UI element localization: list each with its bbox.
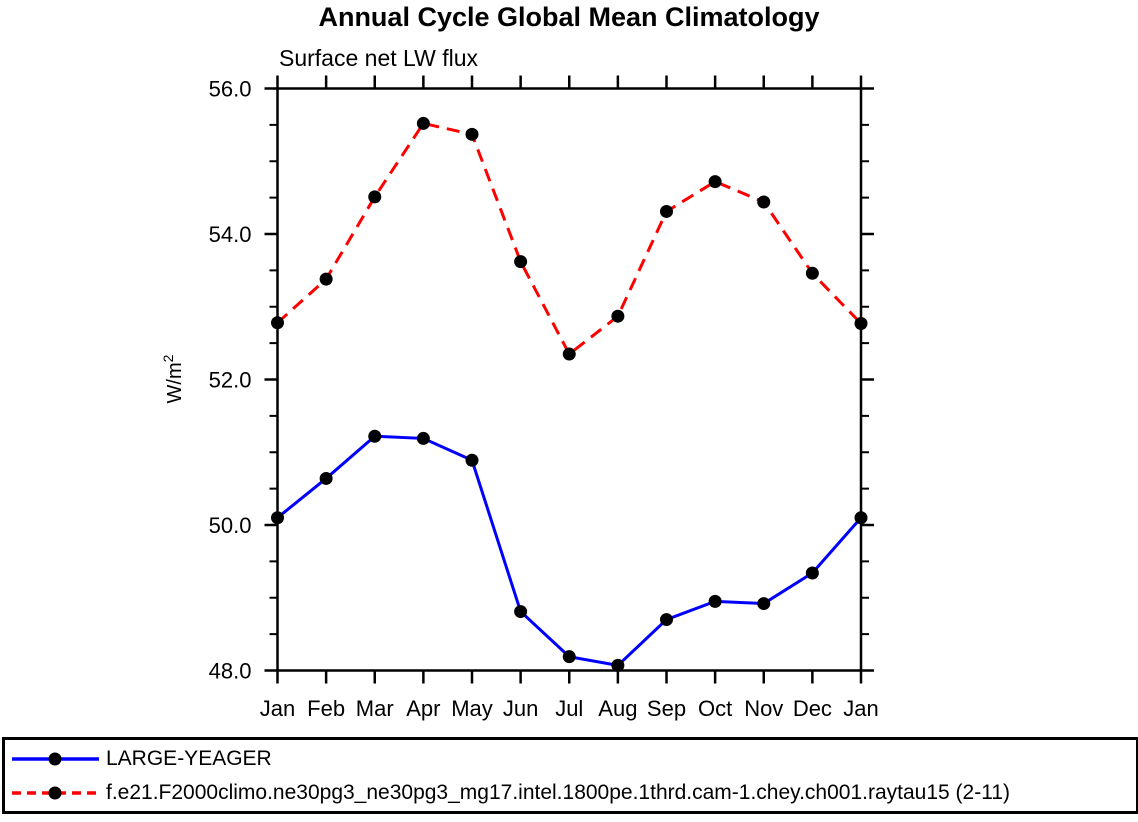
legend-label-series-1: LARGE-YEAGER — [106, 746, 272, 770]
y-tick-label: 52.0 — [209, 368, 252, 393]
data-point-marker-series-2 — [271, 316, 284, 330]
data-point-marker-series-1 — [368, 429, 382, 443]
data-point-marker-series-2 — [562, 347, 576, 361]
legend-item-series-2: f.e21.F2000climo.ne30pg3_ne30pg3_mg17.in… — [11, 776, 1136, 810]
series-line-2 — [276, 121, 863, 357]
x-tick-label: May — [451, 696, 493, 721]
legend-marker-dot — [48, 786, 62, 799]
x-tick-label: Oct — [698, 696, 732, 721]
x-tick-label: Nov — [744, 696, 783, 721]
x-tick-label: Dec — [793, 696, 832, 721]
chart-title: Annual Cycle Global Mean Climatology — [318, 2, 820, 32]
y-tick-label: 50.0 — [209, 513, 252, 538]
data-point-marker-series-1 — [271, 511, 284, 525]
data-point-marker-series-1 — [854, 511, 868, 525]
y-tick-label: 56.0 — [209, 77, 252, 102]
data-point-marker-series-2 — [660, 204, 673, 218]
legend-dashed-line-sample — [12, 786, 99, 799]
data-point-marker-series-1 — [708, 594, 722, 608]
data-point-marker-series-2 — [416, 116, 430, 130]
x-tick-label: Jan — [843, 696, 878, 721]
x-tick-label: Feb — [307, 696, 345, 721]
y-tick-label: 54.0 — [209, 222, 252, 247]
data-point-marker-series-1 — [757, 597, 771, 611]
series-line-1 — [276, 434, 863, 668]
data-point-marker-series-2 — [319, 272, 333, 286]
x-tick-label: Jan — [260, 696, 295, 721]
data-point-marker-series-1 — [805, 566, 819, 580]
data-point-marker-series-2 — [757, 195, 771, 209]
x-tick-label: Jun — [503, 696, 538, 721]
legend-label-series-2: f.e21.F2000climo.ne30pg3_ne30pg3_mg17.in… — [106, 780, 1011, 804]
legend-item-series-1: LARGE-YEAGER — [11, 742, 1136, 776]
legend-solid-line-sample — [12, 752, 99, 765]
y-axis-unit-label: W/m2 — [160, 354, 186, 403]
data-point-marker-series-2 — [368, 190, 382, 204]
legend-marker-dot — [48, 752, 62, 765]
data-point-marker-series-2 — [708, 175, 722, 189]
y-tick-label: 48.0 — [209, 659, 252, 684]
data-point-marker-series-2 — [805, 266, 819, 280]
data-point-marker-series-1 — [465, 453, 479, 467]
data-point-marker-series-2 — [465, 127, 479, 141]
chart-subtitle: Surface net LW flux — [279, 45, 478, 71]
data-point-marker-series-1 — [660, 613, 673, 627]
legend-box: LARGE-YEAGER f.e21.F2000climo.ne30pg3_ne… — [2, 737, 1138, 814]
plot-frame — [276, 87, 863, 672]
x-tick-label: Mar — [356, 696, 394, 721]
data-point-marker-series-2 — [611, 309, 625, 323]
data-point-marker-series-1 — [562, 650, 576, 664]
x-tick-label: Aug — [598, 696, 637, 721]
x-tick-label: Apr — [406, 696, 440, 721]
x-tick-label: Sep — [647, 696, 686, 721]
data-point-marker-series-1 — [514, 605, 528, 619]
data-point-marker-series-1 — [319, 471, 333, 485]
data-point-marker-series-2 — [514, 255, 528, 269]
data-point-marker-series-1 — [611, 658, 625, 672]
data-point-marker-series-2 — [854, 316, 868, 330]
data-point-marker-series-1 — [416, 431, 430, 445]
x-tick-label: Jul — [555, 696, 583, 721]
